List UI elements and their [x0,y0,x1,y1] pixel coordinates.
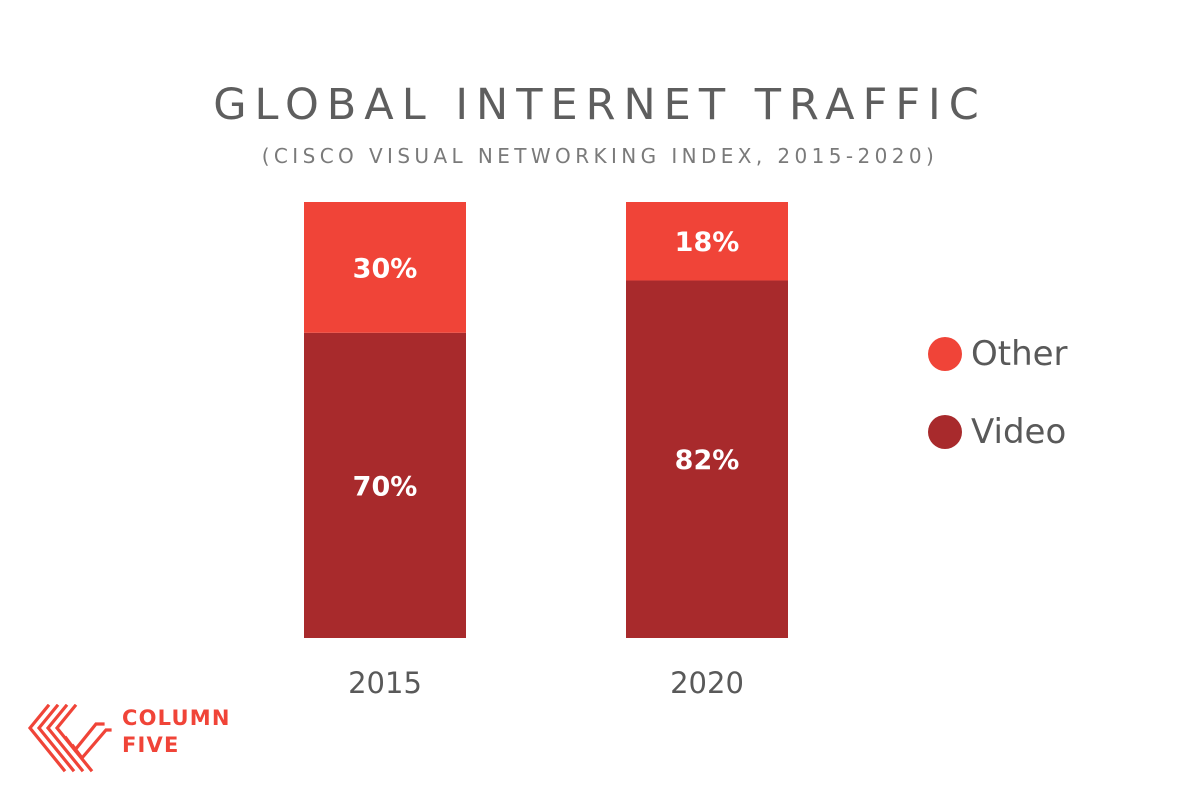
x-tick-label-2020: 2020 [670,666,744,700]
data-label-other-2015: 30% [353,253,418,284]
bar-segment-other-2015 [304,202,466,333]
legend-item-other: Other [928,332,1068,376]
bar-segment-video-2015 [304,332,466,638]
data-label-other-2020: 18% [675,227,740,258]
brand-name: COLUMN FIVE [122,705,231,759]
brand-logo-block: COLUMN FIVE [26,704,231,774]
bar-labels-group: 70% 30% 82% 18% [353,227,740,502]
legend-label-video: Video [971,412,1067,452]
brand-name-line2: FIVE [122,733,180,757]
chart-subtitle: (CISCO VISUAL NETWORKING INDEX, 2015-202… [261,144,939,168]
data-label-video-2015: 70% [353,471,418,502]
legend-swatch-other [928,337,962,371]
legend-label-other: Other [971,334,1068,374]
legend-item-video: Video [928,410,1068,454]
x-axis-tick-labels: 2015 2020 [348,666,744,700]
bars-group [304,202,788,638]
legend: Other Video [928,332,1068,488]
x-tick-label-2015: 2015 [348,666,422,700]
column-five-logo-icon [27,704,112,773]
legend-swatch-video [928,415,962,449]
data-label-video-2020: 82% [675,445,740,476]
chart-title: GLOBAL INTERNET TRAFFIC [213,80,987,130]
brand-name-line1: COLUMN [122,706,231,730]
bar-segment-other-2020 [626,202,788,281]
bar-segment-video-2020 [626,280,788,638]
